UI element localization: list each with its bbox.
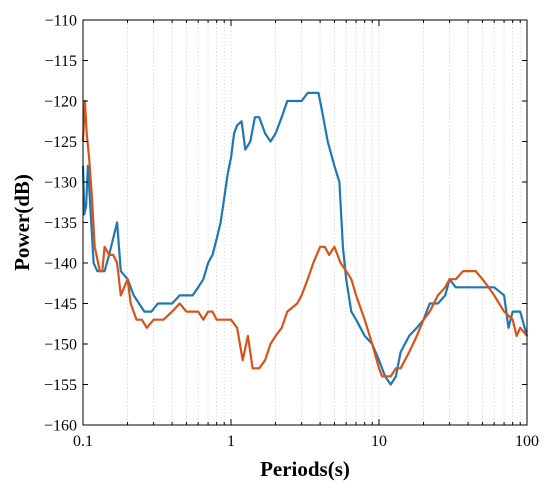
x-tick-label: 100	[515, 433, 539, 450]
x-tick-label: 1	[227, 433, 235, 450]
y-tick-label: −160	[44, 418, 77, 435]
axis-ticks: −110 −115 −120 −125 −130 −135 −140 −145 −150 −155…	[44, 13, 539, 451]
y-axis-title: Power(dB)	[10, 174, 34, 271]
series-layer	[81, 91, 529, 386]
x-tick-label: 10	[371, 433, 387, 450]
series-line-2	[81, 99, 528, 378]
y-tick-label: −110	[45, 13, 77, 30]
series-line-1	[81, 91, 529, 386]
x-tick-label: 0.1	[73, 433, 93, 450]
y-tick-label: −135	[44, 215, 77, 232]
x-axis-title: Periods(s)	[260, 457, 350, 481]
y-tick-label: −125	[44, 134, 77, 151]
y-tick-label: −115	[45, 53, 77, 70]
plot-frame	[82, 19, 528, 426]
y-tick-label: −145	[44, 296, 77, 313]
y-tick-label: −140	[44, 256, 77, 273]
y-tick-label: −130	[44, 175, 77, 192]
y-tick-label: −120	[44, 94, 77, 111]
vertical-grid	[127, 20, 521, 425]
y-tick-label: −155	[44, 377, 77, 394]
y-tick-label: −150	[44, 337, 77, 354]
